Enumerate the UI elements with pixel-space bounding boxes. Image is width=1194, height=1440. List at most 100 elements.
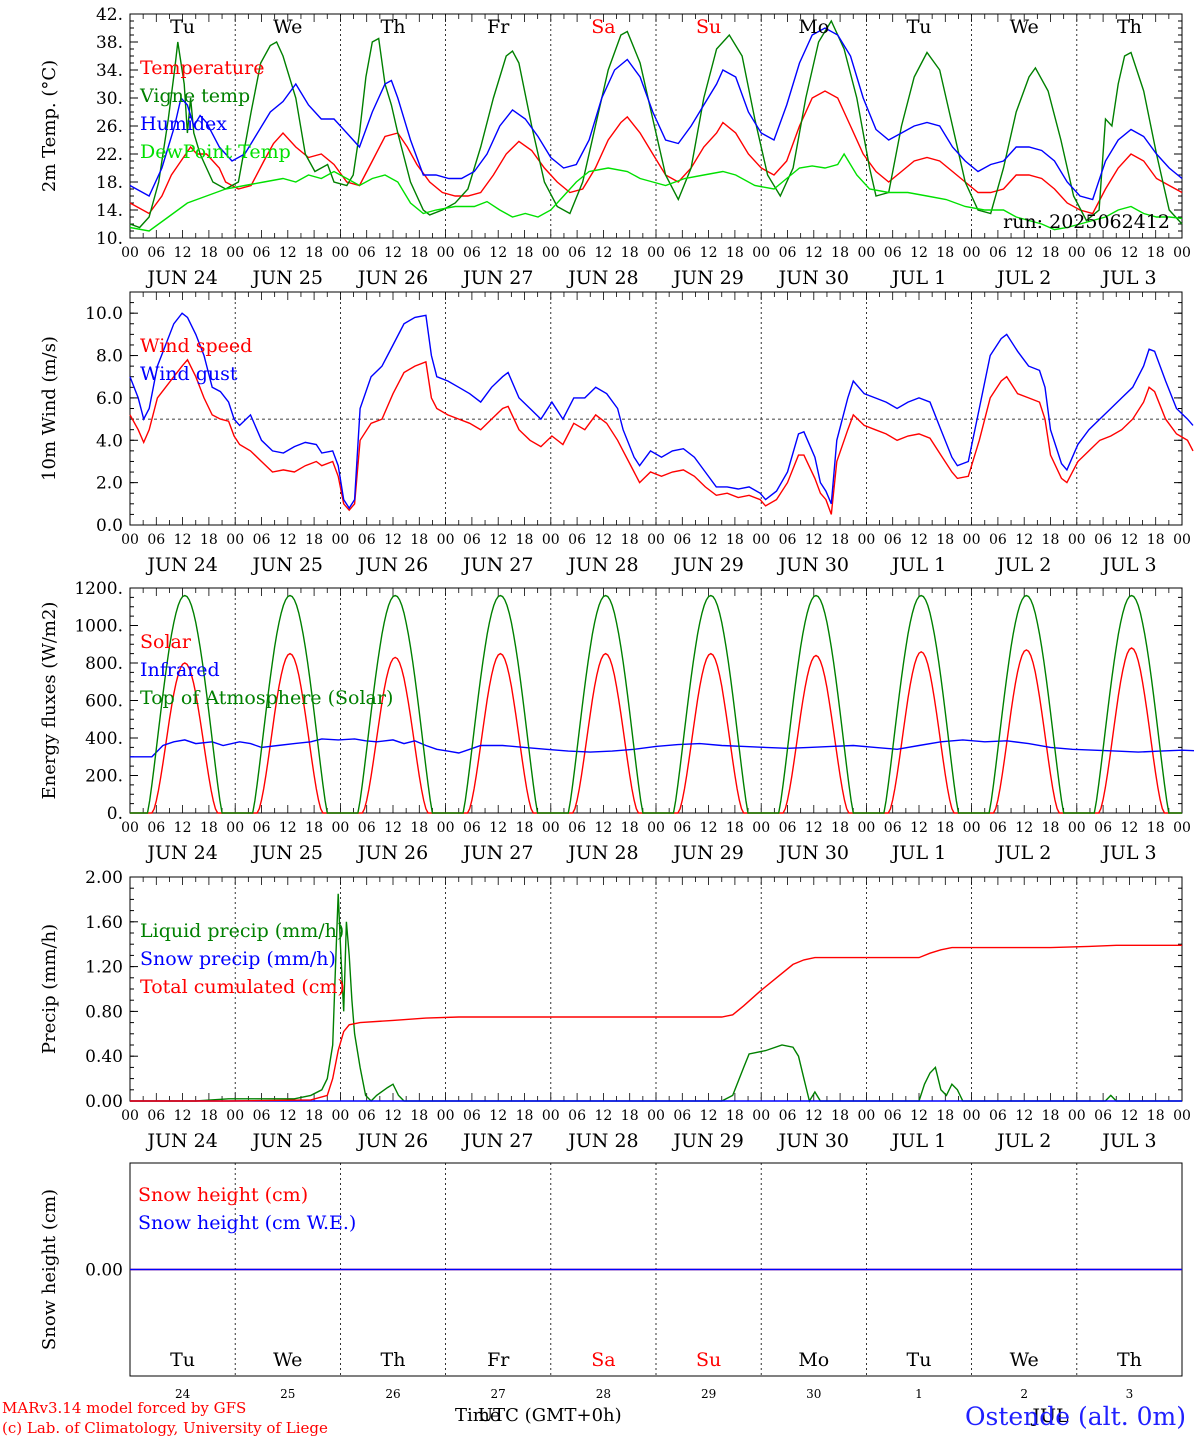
run-label: run: 2025062412 — [1003, 211, 1170, 233]
hour-label: 12 — [279, 245, 297, 261]
date-label: JUN 25 — [251, 554, 323, 576]
hour-label: 06 — [568, 245, 586, 261]
date-label: JUN 29 — [671, 267, 743, 289]
day-number: 1 — [915, 1387, 923, 1401]
hour-label: 12 — [384, 245, 402, 261]
day-abbr: Sa — [591, 16, 615, 38]
day-abbr: Su — [696, 1349, 721, 1371]
date-label: JUN 28 — [566, 267, 638, 289]
hour-label: 18 — [936, 820, 954, 836]
hour-label: 06 — [1094, 1108, 1112, 1124]
hour-label: 18 — [1147, 820, 1165, 836]
date-label: JUN 26 — [356, 267, 428, 289]
hour-label: 00 — [857, 245, 875, 261]
hour-label: 00 — [752, 245, 770, 261]
hour-label: 12 — [910, 1108, 928, 1124]
legend-entry: Liquid precip (mm/h) — [140, 920, 344, 942]
day-number: 2 — [1020, 1387, 1028, 1401]
hour-label: 18 — [200, 245, 218, 261]
day-abbr: We — [1010, 16, 1039, 38]
hour-label: 12 — [489, 1108, 507, 1124]
date-label: JUL 3 — [1100, 267, 1156, 289]
hour-label: 12 — [910, 532, 928, 548]
hour-label: 06 — [463, 1108, 481, 1124]
y-tick-label: 1.20 — [85, 958, 123, 978]
y-tick-label: 18. — [96, 173, 123, 193]
hour-label: 12 — [174, 820, 192, 836]
y-tick-label: 6.0 — [96, 389, 123, 409]
y-axis-label: Energy fluxes (W/m2) — [39, 602, 60, 800]
month-label: JUL — [1030, 1405, 1069, 1427]
legend-entry: Wind gust — [140, 363, 238, 385]
hour-label: 18 — [410, 532, 428, 548]
y-tick-label: 200. — [85, 767, 123, 787]
hour-label: 18 — [726, 245, 744, 261]
date-label: JUN 25 — [251, 842, 323, 864]
y-tick-label: 2.0 — [96, 474, 123, 494]
date-label: JUN 25 — [251, 267, 323, 289]
day-abbr: Th — [381, 16, 406, 38]
hour-label: 18 — [936, 1108, 954, 1124]
y-tick-label: 1.60 — [85, 913, 123, 933]
hour-label: 12 — [1120, 532, 1138, 548]
hour-label: 06 — [1094, 245, 1112, 261]
hour-label: 12 — [910, 245, 928, 261]
hour-label: 18 — [516, 1108, 534, 1124]
hour-label: 12 — [805, 820, 823, 836]
hour-label: 06 — [147, 532, 165, 548]
hour-label: 12 — [594, 820, 612, 836]
hour-label: 18 — [305, 245, 323, 261]
day-abbr: Mo — [798, 1349, 829, 1371]
day-number: 26 — [385, 1387, 400, 1401]
y-axis-label: 10m Wind (m/s) — [39, 336, 60, 481]
hour-label: 06 — [463, 820, 481, 836]
hour-label: 00 — [1068, 820, 1086, 836]
hour-label: 00 — [752, 1108, 770, 1124]
y-tick-label: 400. — [85, 729, 123, 749]
legend-entry: Temperature — [140, 57, 264, 79]
day-abbr: Fr — [487, 1349, 510, 1371]
y-tick-label: 8.0 — [96, 347, 123, 367]
y-tick-label: 4.0 — [96, 431, 123, 451]
credit-lab: (c) Lab. of Climatology, University of L… — [2, 1419, 328, 1437]
legend-entry: Snow height (cm) — [138, 1184, 308, 1206]
hour-label: 06 — [989, 1108, 1007, 1124]
hour-label: 00 — [1068, 532, 1086, 548]
y-tick-label: 42. — [96, 5, 123, 25]
hour-label: 18 — [200, 820, 218, 836]
series-vigne-temp — [129, 19, 1183, 229]
hour-label: 06 — [779, 532, 797, 548]
hour-label: 06 — [779, 1108, 797, 1124]
hour-label: 06 — [989, 820, 1007, 836]
y-tick-label: 0.80 — [85, 1002, 123, 1022]
hour-label: 18 — [516, 532, 534, 548]
y-tick-label: 34. — [96, 61, 123, 81]
y-tick-label: 10.0 — [85, 304, 123, 324]
hour-label: 12 — [700, 245, 718, 261]
date-label: JUN 30 — [777, 1130, 849, 1152]
hour-label: 00 — [963, 1108, 981, 1124]
hour-label: 18 — [621, 532, 639, 548]
hour-label: 12 — [1015, 532, 1033, 548]
hour-label: 12 — [384, 1108, 402, 1124]
hour-label: 06 — [147, 1108, 165, 1124]
day-abbr: Tu — [170, 16, 195, 38]
date-label: JUL 1 — [890, 842, 946, 864]
hour-label: 12 — [594, 532, 612, 548]
hour-label: 06 — [989, 245, 1007, 261]
hour-label: 00 — [647, 820, 665, 836]
hour-label: 00 — [647, 532, 665, 548]
legend-entry: Infrared — [140, 659, 220, 681]
day-abbr: Tu — [170, 1349, 195, 1371]
y-axis-label: Precip (mm/h) — [39, 924, 60, 1054]
date-label: JUL 2 — [995, 842, 1051, 864]
series-humidex — [129, 27, 1183, 201]
date-label: JUL 1 — [890, 554, 946, 576]
y-tick-label: 800. — [85, 654, 123, 674]
day-number: 25 — [280, 1387, 295, 1401]
date-label: JUL 1 — [890, 267, 946, 289]
hour-label: 00 — [542, 245, 560, 261]
day-abbr: Fr — [487, 16, 510, 38]
hour-label: 06 — [884, 820, 902, 836]
